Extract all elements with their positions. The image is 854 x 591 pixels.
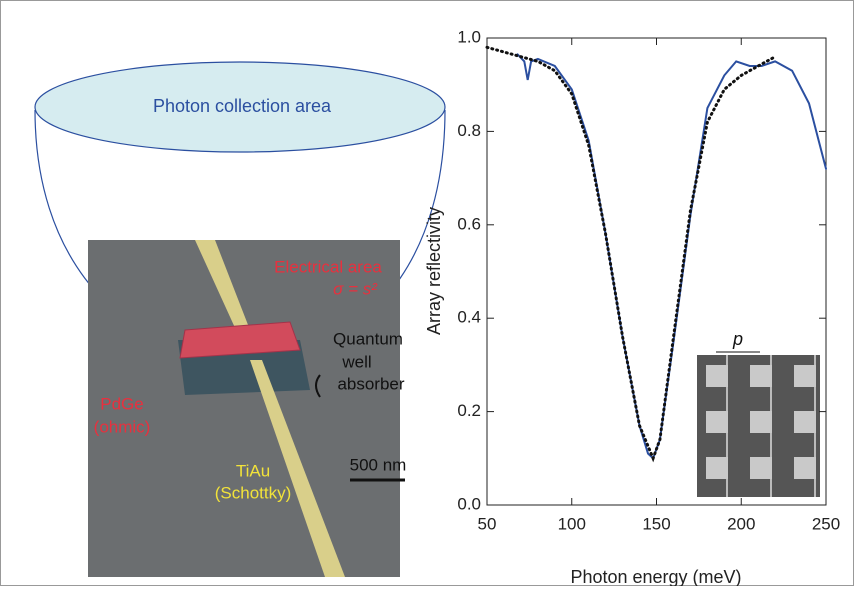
inset-pad [794, 365, 816, 387]
x-tick-label: 150 [642, 514, 670, 533]
series-line [485, 45, 777, 463]
y-tick-label: 0.6 [457, 214, 481, 233]
label: (ohmic) [94, 417, 151, 436]
inset-label: p [732, 329, 743, 349]
label: well [341, 352, 371, 371]
inset-pad [750, 365, 772, 387]
inset-pad [794, 411, 816, 433]
inset-pad [794, 457, 816, 479]
y-tick-label: 0.0 [457, 494, 481, 513]
wire [195, 240, 250, 330]
label: (Schottky) [215, 483, 292, 502]
inset-pad [706, 365, 728, 387]
sem-image [88, 240, 400, 577]
inset-pad [750, 457, 772, 479]
y-tick-label: 0.4 [457, 308, 481, 327]
label: Quantum [333, 329, 403, 348]
inset-pattern [706, 355, 816, 497]
x-tick-label: 50 [478, 514, 497, 533]
x-tick-label: 200 [727, 514, 755, 533]
collection-label: Photon collection area [153, 96, 332, 116]
label: absorber [337, 374, 404, 393]
x-axis-label: Photon energy (meV) [570, 567, 741, 586]
x-tick-label: 100 [558, 514, 586, 533]
label: σ = s² [333, 279, 378, 298]
wire [250, 360, 345, 577]
x-tick-label: 250 [812, 514, 840, 533]
label: TiAu [236, 461, 270, 480]
y-axis-label: Array reflectivity [424, 207, 444, 335]
brace [315, 374, 321, 398]
label: Electrical area [274, 257, 382, 276]
y-tick-label: 0.8 [457, 121, 481, 140]
contact [179, 321, 301, 359]
inset-pad [750, 411, 772, 433]
y-tick-label: 1.0 [457, 27, 481, 46]
label: PdGe [100, 394, 143, 413]
collection-area [34, 61, 446, 153]
y-tick-label: 0.2 [457, 401, 481, 420]
label: 500 nm [350, 455, 407, 474]
inset-pad [706, 457, 728, 479]
inset-pad [706, 411, 728, 433]
